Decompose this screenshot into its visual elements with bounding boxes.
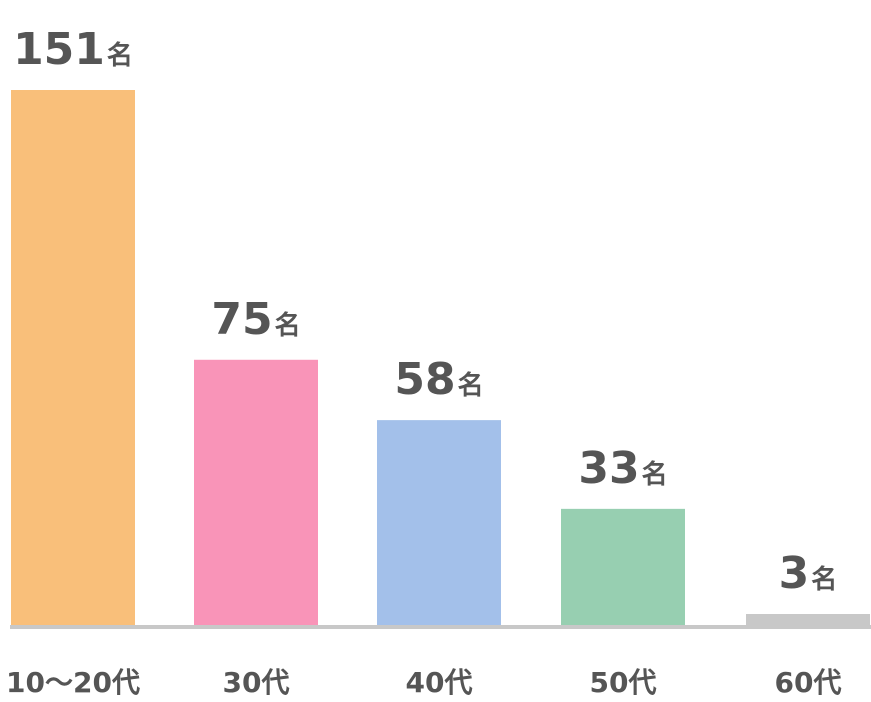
category-label-3: 40代	[406, 666, 473, 699]
value-label-4: 33名	[578, 443, 667, 494]
category-label-1: 10〜20代	[6, 666, 140, 699]
bar-1	[11, 90, 135, 626]
bar-3	[377, 420, 501, 626]
value-label-1: 151名	[13, 24, 133, 75]
category-labels-group: 10〜20代 30代 40代 50代 60代	[6, 666, 841, 699]
bars-group	[11, 90, 870, 626]
bar-4	[561, 508, 685, 626]
category-label-2: 30代	[223, 666, 290, 699]
bar-5	[746, 614, 870, 626]
value-label-2: 75名	[211, 294, 300, 345]
category-label-4: 50代	[590, 666, 657, 699]
value-label-3: 58名	[394, 354, 483, 405]
bar-2	[194, 359, 318, 626]
value-label-5: 3名	[779, 548, 838, 599]
value-labels-group: 151名 75名 58名 33名 3名	[13, 24, 837, 599]
category-label-5: 60代	[775, 666, 842, 699]
